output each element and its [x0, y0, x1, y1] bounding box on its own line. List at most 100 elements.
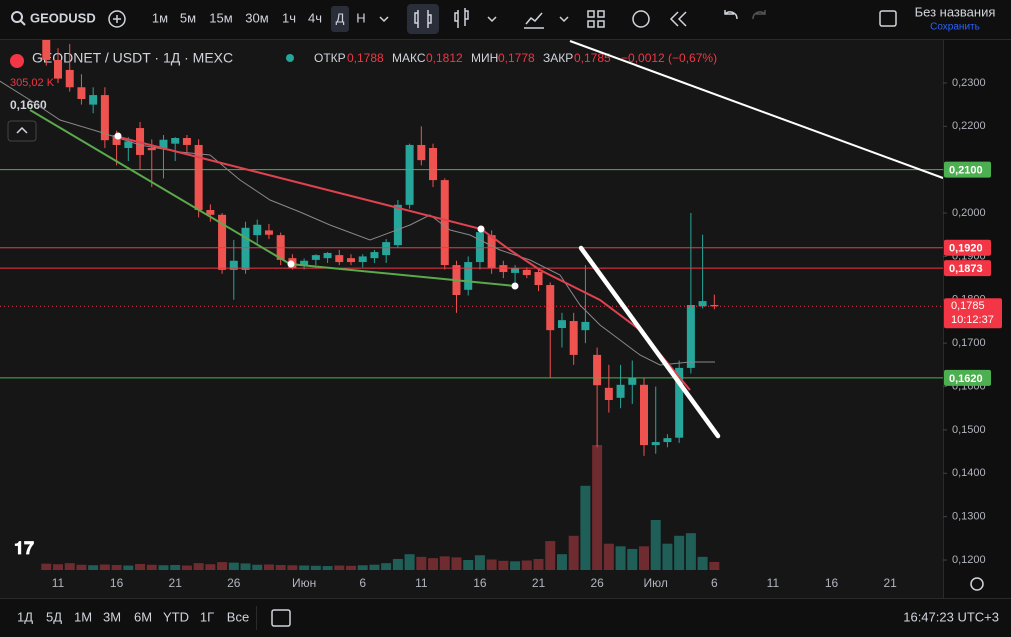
x-tick-label: 16 [110, 576, 124, 590]
x-tick-label: 6 [359, 576, 366, 590]
layout-icon[interactable] [879, 10, 897, 27]
interval[interactable]: 30м [245, 10, 268, 25]
search-icon[interactable] [11, 11, 23, 23]
candle-body [347, 258, 355, 263]
chart-type-active[interactable] [407, 4, 439, 34]
candle-body [405, 144, 414, 205]
candle-body [358, 256, 367, 263]
legend-title: GEODNET / USDT · 1Д · MEXC [32, 50, 233, 66]
range-button[interactable]: 3М [103, 609, 121, 624]
x-tick-label: 16 [473, 576, 487, 590]
volume-bar [252, 564, 263, 570]
candle-body [42, 40, 51, 60]
range-button[interactable]: 6М [134, 609, 152, 624]
volume-bar [451, 557, 462, 570]
date-range-icon[interactable] [271, 609, 291, 627]
add-symbol[interactable] [108, 10, 126, 28]
range-button[interactable]: YTD [163, 609, 189, 624]
drawings [0, 40, 943, 439]
undo[interactable] [724, 10, 738, 20]
interval[interactable]: 5м [180, 10, 196, 25]
x-tick-label: 11 [767, 576, 780, 590]
collapse-legend[interactable] [7, 120, 37, 142]
volume-bar [510, 561, 521, 570]
symbol[interactable]: GEODUSD [30, 10, 96, 25]
interval[interactable]: 15м [209, 10, 232, 25]
x-tick-label: 21 [532, 576, 546, 590]
chart-area [0, 40, 943, 598]
market-status [286, 54, 294, 62]
anchor[interactable] [511, 282, 519, 290]
volume-bar [111, 565, 122, 570]
legend-open: 0,1788 [347, 51, 384, 65]
volume-bar [639, 546, 649, 570]
candle-body [182, 138, 191, 145]
search-icon [20, 20, 26, 26]
volume-bar [357, 565, 368, 570]
settings-icon[interactable] [970, 577, 984, 591]
candle-body [171, 138, 180, 144]
trend-line[interactable] [569, 40, 943, 179]
volume-bar [592, 445, 603, 570]
price-tag [944, 260, 991, 277]
price-tag [944, 369, 991, 386]
y-tick-label: 0,1700 [952, 337, 986, 349]
alert-icon[interactable] [632, 10, 650, 28]
range-button[interactable]: 1Д [17, 609, 33, 624]
collapse-icon [16, 126, 28, 134]
candle-body [534, 272, 543, 286]
volume-bar [662, 543, 673, 570]
candle-body [241, 227, 250, 270]
volume-bar [498, 560, 509, 570]
x-tick-label: 16 [825, 576, 839, 590]
candle-body [218, 214, 227, 270]
volume-bar [603, 543, 614, 570]
interval[interactable]: 1м [152, 10, 168, 25]
candle-body [323, 252, 332, 259]
x-tick-label: 26 [227, 576, 241, 590]
volume-bar [310, 565, 321, 570]
clock[interactable]: 16:47:23 UTC+3 [903, 609, 999, 624]
trend-line[interactable] [578, 245, 721, 439]
chart-style-icon[interactable] [454, 8, 469, 28]
interval[interactable]: Н [356, 10, 365, 25]
volume-bar [404, 554, 415, 570]
range-button[interactable]: 5Д [46, 609, 62, 624]
candle-body [511, 268, 520, 273]
indicators-dropdown[interactable] [559, 16, 569, 23]
layout-name[interactable]: Без названия [915, 4, 996, 19]
anchor[interactable] [114, 132, 122, 140]
interval[interactable]: Д [336, 10, 345, 25]
chart-style-dropdown[interactable] [487, 16, 497, 23]
legend-indicator: 0,1660 [10, 98, 47, 112]
volume-bar [53, 564, 63, 570]
volume-bar [240, 563, 251, 570]
volume-bar [709, 561, 720, 570]
legend-low: 0,1778 [498, 51, 535, 65]
candle-body [651, 442, 660, 446]
candle-body [686, 305, 695, 368]
candle-body [112, 134, 121, 145]
interval[interactable]: 1ч [282, 10, 296, 25]
range-button[interactable]: 1М [74, 609, 92, 624]
range-button[interactable]: Все [227, 609, 249, 624]
anchor[interactable] [287, 260, 295, 268]
interval-active[interactable] [331, 6, 349, 32]
candle-body [616, 384, 625, 398]
volume-bar [545, 541, 556, 570]
plot [0, 40, 943, 570]
anchor[interactable] [477, 225, 485, 233]
range-button[interactable]: 1Г [200, 609, 214, 624]
interval-dropdown[interactable] [379, 16, 389, 23]
x-tick-label: 21 [169, 576, 183, 590]
interval[interactable]: 4ч [308, 10, 322, 25]
redo[interactable] [752, 10, 766, 20]
volume-bar [123, 565, 134, 570]
x-tick-label: 11 [415, 576, 428, 590]
save-button[interactable]: Сохранить [930, 22, 980, 33]
layouts-icon[interactable] [587, 10, 605, 28]
candle-body [557, 320, 566, 328]
volume-bar [99, 564, 110, 570]
replay-icon[interactable] [669, 11, 687, 27]
indicators-icon[interactable] [524, 12, 544, 29]
